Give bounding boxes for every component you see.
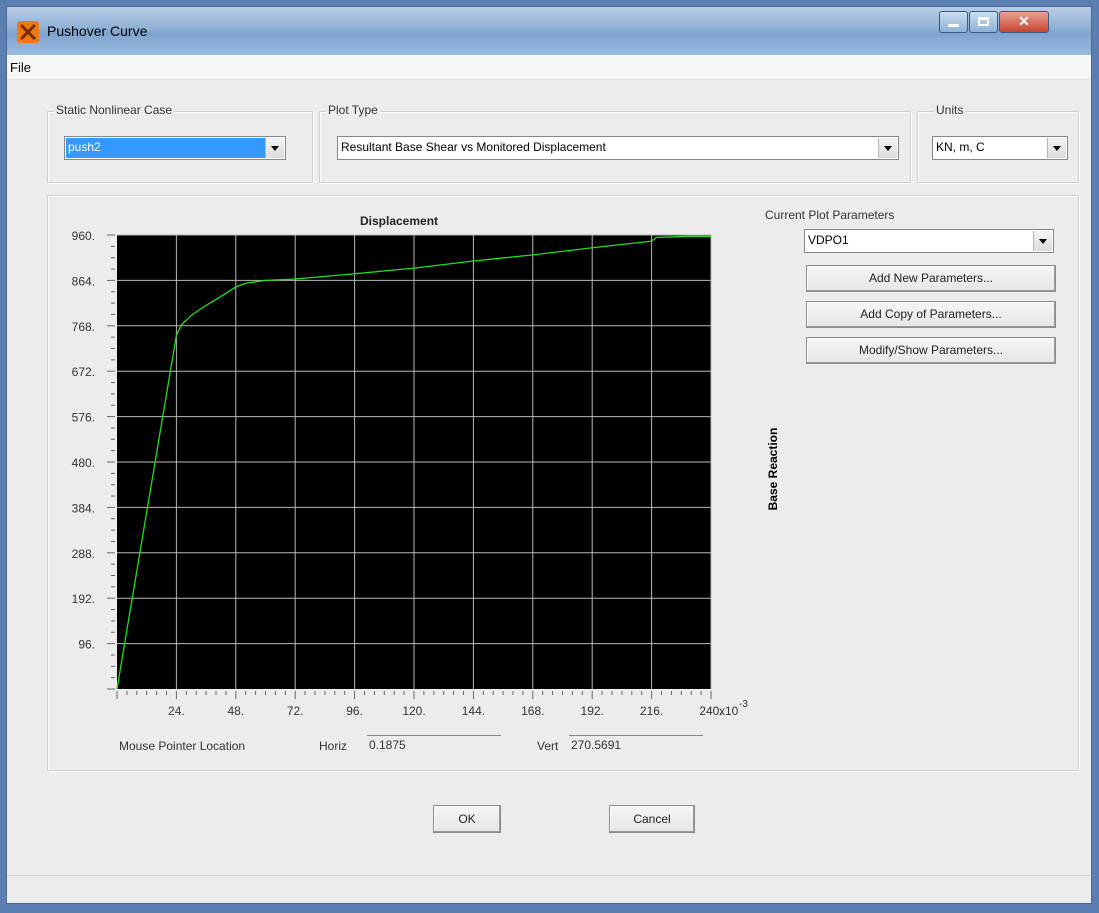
minimize-icon <box>948 24 959 27</box>
y-axis-label: Base Reaction <box>766 427 780 511</box>
vert-value: 270.5691 <box>569 735 703 753</box>
static-case-value: push2 <box>68 140 101 154</box>
x-multiplier-label: x10 <box>719 704 739 718</box>
horiz-label: Horiz <box>319 739 348 753</box>
y-tick-label: 480. <box>72 456 95 470</box>
plot-type-select[interactable]: Resultant Base Shear vs Monitored Displa… <box>337 136 899 160</box>
x-tick-label: 48. <box>227 704 244 718</box>
units-label: Units <box>934 103 966 117</box>
x-tick-label: 120. <box>402 704 425 718</box>
chevron-down-icon[interactable] <box>265 138 284 158</box>
mouse-pointer-label: Mouse Pointer Location <box>119 739 246 753</box>
menu-file[interactable]: File <box>10 60 31 75</box>
y-tick-label: 576. <box>72 411 95 425</box>
static-case-group: Static Nonlinear Case push2 <box>47 103 313 183</box>
x-tick-label: 96. <box>346 704 363 718</box>
chevron-down-icon[interactable] <box>878 138 897 158</box>
menu-bar: File <box>7 55 1091 80</box>
plot-panel <box>47 195 1079 771</box>
plot-type-group: Plot Type Resultant Base Shear vs Monito… <box>319 103 911 183</box>
pushover-curve-line <box>116 235 711 690</box>
pushover-chart[interactable]: 24. 48. 72. 96. 120. 144. 168. 192. 216. 240. 96. 1… <box>7 7 1093 905</box>
y-tick-label: 672. <box>72 365 95 379</box>
y-tick-label: 96. <box>78 638 95 652</box>
title-bar[interactable]: Pushover Curve ✕ <box>7 7 1091 55</box>
close-icon: ✕ <box>1018 13 1030 29</box>
ok-button[interactable]: OK <box>433 805 501 833</box>
y-tick-label: 768. <box>72 320 95 334</box>
close-button[interactable]: ✕ <box>999 11 1049 33</box>
cancel-button[interactable]: Cancel <box>609 805 695 833</box>
status-divider <box>7 875 1091 876</box>
add-new-parameters-button[interactable]: Add New Parameters... <box>806 265 1056 292</box>
y-tick-label: 960. <box>72 229 95 243</box>
params-label: Current Plot Parameters <box>765 208 895 222</box>
modify-show-parameters-button[interactable]: Modify/Show Parameters... <box>806 337 1056 364</box>
maximize-button[interactable] <box>969 11 998 33</box>
y-tick-label: 192. <box>72 592 95 606</box>
static-case-select[interactable]: push2 <box>64 136 286 160</box>
x-multiplier-exponent: -3 <box>739 699 748 710</box>
units-group: Units KN, m, C <box>917 103 1079 183</box>
y-tick-label: 384. <box>72 501 95 515</box>
window-title: Pushover Curve <box>47 23 148 39</box>
y-tick-label: 864. <box>72 274 95 288</box>
chevron-down-icon[interactable] <box>1047 138 1066 158</box>
pushover-window: Pushover Curve ✕ File Static Nonlinear C… <box>6 6 1092 904</box>
vert-label: Vert <box>537 739 559 753</box>
selection-highlight <box>66 138 265 158</box>
units-value: KN, m, C <box>936 140 985 154</box>
x-tick-label: 168. <box>521 704 544 718</box>
plot-type-label: Plot Type <box>326 103 380 117</box>
horiz-value: 0.1875 <box>367 735 501 753</box>
x-tick-label: 240. <box>699 704 722 718</box>
x-tick-label: 24. <box>168 704 185 718</box>
chevron-down-icon[interactable] <box>1033 231 1052 251</box>
params-select[interactable]: VDPO1 <box>804 229 1054 253</box>
maximize-icon <box>978 17 989 26</box>
chart-title: Displacement <box>360 214 439 228</box>
x-tick-label: 144. <box>462 704 485 718</box>
plot-type-value: Resultant Base Shear vs Monitored Displa… <box>341 140 606 154</box>
x-tick-label: 216. <box>640 704 663 718</box>
add-copy-parameters-button[interactable]: Add Copy of Parameters... <box>806 301 1056 328</box>
x-tick-label: 192. <box>581 704 604 718</box>
app-icon <box>17 21 39 43</box>
y-tick-label: 288. <box>72 547 95 561</box>
minimize-button[interactable] <box>939 11 968 33</box>
params-value: VDPO1 <box>808 233 849 247</box>
x-tick-label: 72. <box>287 704 304 718</box>
static-case-label: Static Nonlinear Case <box>54 103 175 117</box>
units-select[interactable]: KN, m, C <box>932 136 1068 160</box>
